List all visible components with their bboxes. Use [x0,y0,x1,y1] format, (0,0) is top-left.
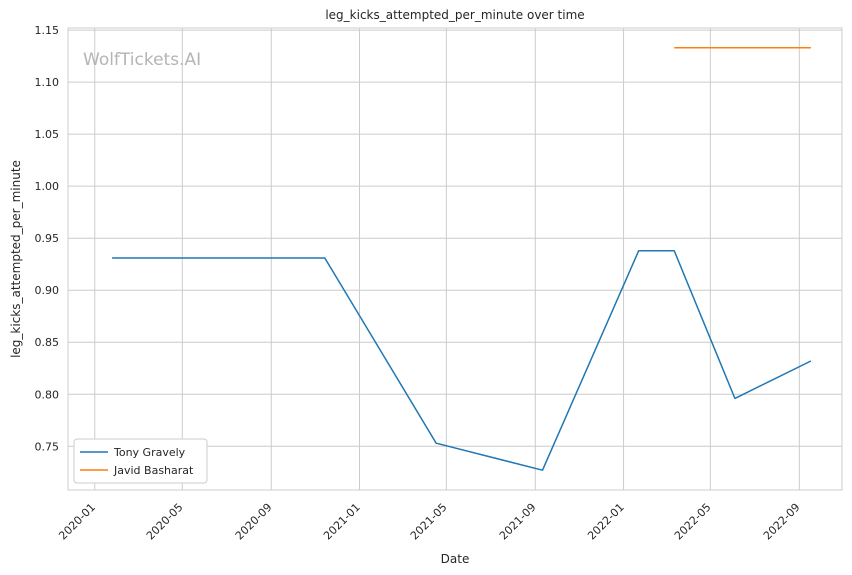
plot-frame [67,27,843,491]
legend-label-javid-basharat: Javid Basharat [113,464,194,477]
x-tick-label-2020-09: 2020-09 [233,501,275,543]
legend: Tony Gravely Javid Basharat [73,438,208,484]
x-tick-label-2020-05: 2020-05 [144,501,186,543]
x-tick-label-2021-01: 2021-01 [321,501,363,543]
y-tick-label-1.05: 1.05 [35,128,60,141]
x-tick-label-2022-09: 2022-09 [761,501,803,543]
x-tick-label-2020-01: 2020-01 [56,501,98,543]
x-tick-label-2021-09: 2021-09 [497,501,539,543]
x-tick-label-2021-05: 2021-05 [408,501,450,543]
series-layer [112,47,812,471]
y-tick-label-0.80: 0.80 [35,388,60,401]
y-tick-label-0.90: 0.90 [35,284,60,297]
legend-label-tony-gravely: Tony Gravely [113,446,186,459]
chart-title: leg_kicks_attempted_per_minute over time [325,8,584,22]
x-tick-label-2022-01: 2022-01 [585,501,627,543]
x-tick-label-2022-05: 2022-05 [672,501,714,543]
x-axis-label: Date [441,552,470,566]
y-tick-label-1.10: 1.10 [35,76,60,89]
y-tick-label-0.75: 0.75 [35,440,60,453]
legend-box [73,438,208,484]
y-tick-label-0.85: 0.85 [35,336,60,349]
y-axis-label: leg_kicks_attempted_per_minute [9,160,23,358]
y-tick-label-0.95: 0.95 [35,232,60,245]
y-tick-label-1.15: 1.15 [35,24,60,37]
series-line-tony-gravely [112,249,812,471]
grid-layer [68,28,842,490]
watermark: WolfTickets.AI [83,50,201,70]
y-tick-label-1.00: 1.00 [35,180,60,193]
